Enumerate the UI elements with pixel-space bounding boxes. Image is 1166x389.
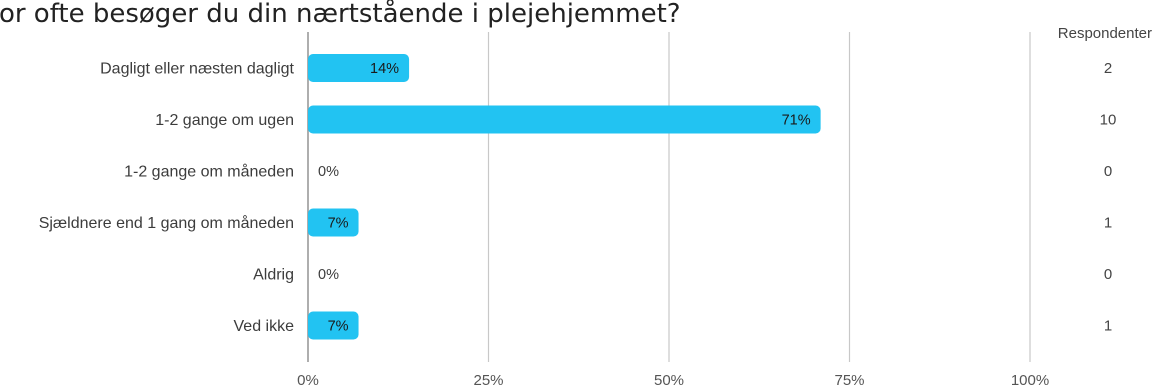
x-tick-label-75: 75% <box>834 372 864 389</box>
bar <box>308 54 410 82</box>
category-label: Sjældnere end 1 gang om måneden <box>39 214 294 232</box>
bar-value-label: 7% <box>328 216 349 232</box>
bar <box>308 311 359 340</box>
bars: 14% 71% 0% 7% 0% 7% <box>308 54 821 340</box>
category-label: Dagligt eller næsten dagligt <box>100 61 294 78</box>
bar-value-label: 71% <box>782 113 811 129</box>
respondent-count: 2 <box>1104 60 1112 77</box>
respondent-count: 0 <box>1104 163 1112 180</box>
respondent-count: 0 <box>1104 266 1112 283</box>
bar-value-label: 0% <box>318 267 339 283</box>
respondent-count: 1 <box>1104 215 1112 232</box>
bar-value-label: 7% <box>328 319 349 335</box>
chart-title: Hvor ofte besøger du din nærtstående i p… <box>0 0 681 29</box>
x-tick-label-25: 25% <box>473 372 503 389</box>
category-labels: Dagligt eller næsten dagligt 1-2 gange om… <box>39 61 295 336</box>
x-tick-label-100: 100% <box>1011 372 1049 389</box>
respondents-header: Respondenter <box>1058 25 1152 42</box>
category-label: Ved ikke <box>234 318 295 335</box>
x-tick-label-50: 50% <box>654 372 684 389</box>
grid-lines <box>307 32 1031 362</box>
category-label: 1-2 gange om måneden <box>124 163 294 181</box>
bar-value-label: 0% <box>318 164 339 180</box>
x-axis-ticks: 0% 25% 50% 75% 100% <box>297 372 1049 389</box>
bar-value-label: 14% <box>370 61 399 77</box>
category-label: 1-2 gange om ugen <box>155 112 294 129</box>
category-label: Aldrig <box>253 267 294 284</box>
bar <box>308 105 821 134</box>
x-tick-label-0: 0% <box>297 372 319 389</box>
respondent-count: 1 <box>1104 318 1112 335</box>
respondent-count: 10 <box>1100 112 1117 129</box>
bar <box>308 208 359 237</box>
